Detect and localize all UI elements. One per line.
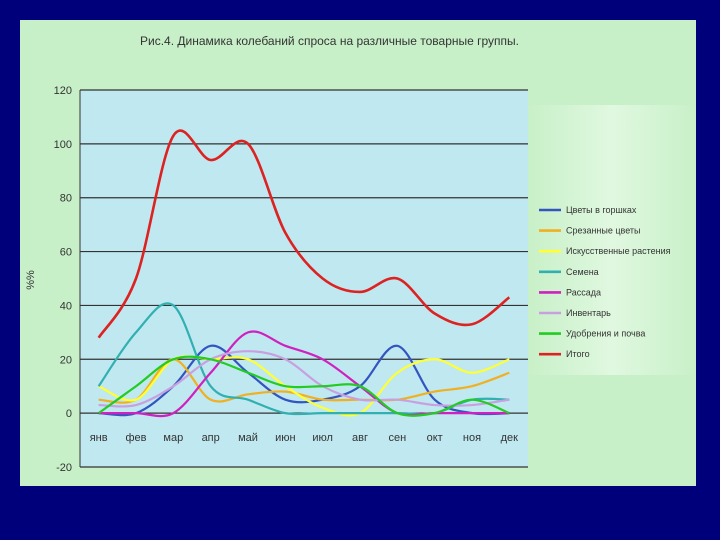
legend-entry: Итого: [566, 349, 590, 359]
legend-entry: Инвентарь: [566, 308, 611, 318]
y-tick-label: -20: [56, 462, 72, 474]
y-tick-label: 60: [60, 247, 72, 259]
x-tick-label: янв: [90, 432, 108, 444]
series-line: [98, 355, 510, 417]
x-tick-label: мар: [163, 432, 183, 444]
x-tick-label: фев: [125, 432, 146, 444]
legend-entry: Срезанные цветы: [566, 226, 641, 236]
y-tick-label: 120: [54, 85, 72, 97]
x-tick-label: дек: [501, 432, 519, 444]
series-line: [97, 129, 511, 339]
y-axis-label: %%: [25, 270, 37, 290]
series-line: [98, 350, 510, 408]
slide-background: Рис.4. Динамика колебаний спроса на разл…: [20, 20, 696, 486]
y-tick-label: 100: [54, 139, 72, 151]
x-tick-label: окт: [427, 432, 443, 444]
legend-entry: Удобрения и почва: [566, 329, 645, 339]
legend-entry: Семена: [566, 267, 599, 277]
plot-area: [80, 90, 528, 467]
legend-entry: Искусственные растения: [566, 246, 671, 256]
x-tick-label: июл: [312, 432, 333, 444]
y-tick-label: 0: [66, 408, 72, 420]
x-tick-label: май: [238, 432, 258, 444]
y-tick-label: 20: [60, 354, 72, 366]
legend-background: [528, 105, 696, 375]
x-tick-label: авг: [352, 432, 368, 444]
chart-title: Рис.4. Динамика колебаний спроса на разл…: [140, 34, 520, 48]
y-tick-label: 40: [60, 300, 72, 312]
line-chart: -20 0 20 40 60 80 100 120 янв фев мар апр май июн июл…: [25, 85, 696, 474]
x-tick-label: ноя: [463, 432, 481, 444]
x-tick-label: апр: [202, 432, 220, 444]
x-tick-label: июн: [275, 432, 295, 444]
y-tick-label: 80: [60, 193, 72, 205]
x-tick-label: сен: [388, 432, 406, 444]
legend-entry: Цветы в горшках: [566, 205, 637, 215]
legend-entry: Рассада: [566, 287, 601, 297]
